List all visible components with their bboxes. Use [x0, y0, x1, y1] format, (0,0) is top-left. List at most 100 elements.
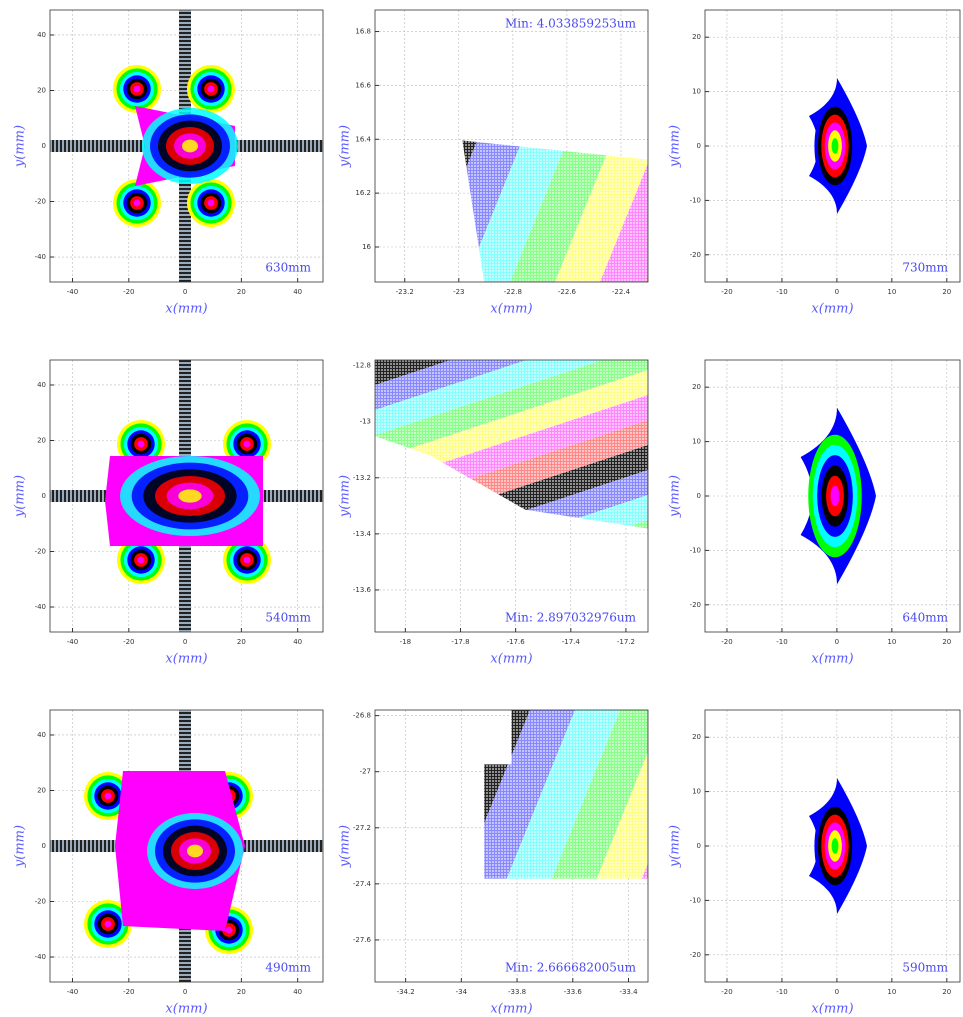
x-tick-label: 0: [835, 638, 839, 646]
panel: -20-1001020-20-1001020x(mm)y(mm)640mm: [668, 360, 961, 667]
y-tick-label: -27.4: [353, 880, 372, 888]
x-axis-label: x(mm): [811, 652, 853, 667]
x-tick-label: -33.6: [564, 988, 583, 996]
contour-ring: [105, 793, 112, 800]
x-tick-label: -33.8: [508, 988, 526, 996]
annotation: 490mm: [265, 961, 311, 975]
x-axis-label: x(mm): [811, 1002, 853, 1017]
y-tick-label: 0: [42, 492, 46, 500]
x-tick-label: -20: [123, 288, 134, 296]
x-tick-label: 20: [942, 638, 951, 646]
y-tick-label: 40: [37, 31, 46, 39]
x-tick-label: 40: [293, 288, 302, 296]
y-tick-label: -20: [690, 951, 701, 959]
y-tick-label: -27.6: [353, 936, 372, 944]
x-axis-label: x(mm): [165, 652, 207, 667]
x-axis-label: x(mm): [165, 1002, 207, 1017]
y-axis-label: y(mm): [13, 475, 28, 518]
x-tick-label: -20: [721, 988, 732, 996]
y-tick-label: 20: [692, 383, 701, 391]
x-tick-label: 10: [887, 638, 896, 646]
y-tick-label: -27.2: [353, 824, 371, 832]
y-axis-label: y(mm): [668, 475, 683, 518]
annotation: 640mm: [902, 611, 948, 625]
y-axis-label: y(mm): [668, 825, 683, 868]
y-tick-label: -20: [690, 601, 701, 609]
y-tick-label: -20: [35, 198, 46, 206]
x-tick-label: 20: [942, 988, 951, 996]
y-axis-label: y(mm): [338, 825, 353, 868]
annotation: 730mm: [902, 261, 948, 275]
y-tick-label: 10: [692, 788, 701, 796]
x-axis-label: x(mm): [490, 302, 532, 317]
y-tick-label: -12.8: [353, 362, 371, 370]
y-tick-label: -13: [360, 418, 371, 426]
annotation: 540mm: [265, 611, 311, 625]
annotation: Min: 2.897032976um: [505, 611, 637, 625]
x-tick-label: -23: [453, 288, 464, 296]
x-tick-label: -34: [456, 988, 468, 996]
y-tick-label: 0: [42, 142, 46, 150]
annotation: Min: 4.033859253um: [505, 17, 637, 31]
y-tick-label: -40: [35, 253, 46, 261]
y-tick-label: -13.2: [353, 474, 371, 482]
x-tick-label: 20: [237, 988, 246, 996]
y-tick-label: 20: [692, 733, 701, 741]
x-tick-label: -20: [721, 288, 732, 296]
y-tick-label: 0: [697, 492, 701, 500]
y-tick-label: 0: [697, 142, 701, 150]
y-tick-label: 16.4: [355, 135, 371, 143]
x-tick-label: 20: [237, 288, 246, 296]
x-axis-label: x(mm): [811, 302, 853, 317]
x-tick-label: -40: [67, 638, 78, 646]
contour-band: [832, 838, 839, 854]
contour-ring: [138, 441, 145, 448]
x-tick-label: -22.8: [504, 288, 522, 296]
figure: -40 -20 0 20 40 -40 -20 0 20 40 x(mm) y(mm) 630mm -23…: [0, 0, 963, 1017]
y-tick-label: -40: [35, 603, 46, 611]
annotation: 590mm: [902, 961, 948, 975]
x-axis-label: x(mm): [165, 302, 207, 317]
x-tick-label: 40: [293, 988, 302, 996]
y-tick-label: -40: [35, 953, 46, 961]
contour-ring: [208, 200, 215, 207]
contour-ring: [134, 86, 141, 93]
y-tick-label: 16: [362, 243, 371, 251]
annotation: 630mm: [265, 261, 311, 275]
y-tick-label: 0: [697, 842, 701, 850]
y-tick-label: 16.8: [355, 28, 371, 36]
x-tick-label: -22.4: [612, 288, 631, 296]
contour-band: [832, 138, 839, 154]
y-tick-label: -10: [690, 196, 701, 204]
y-axis-label: y(mm): [668, 125, 683, 168]
y-tick-label: 20: [692, 33, 701, 41]
x-tick-label: 10: [887, 288, 896, 296]
x-tick-label: 20: [942, 288, 951, 296]
contour-ring: [244, 557, 251, 564]
x-tick-label: -17.6: [507, 638, 526, 646]
y-tick-label: 20: [37, 786, 46, 794]
x-tick-label: 0: [183, 288, 187, 296]
y-tick-label: 40: [37, 731, 46, 739]
panel: -20-1001020-20-1001020x(mm)y(mm)730mm: [668, 10, 961, 317]
y-tick-label: 10: [692, 438, 701, 446]
x-tick-label: -22.6: [558, 288, 577, 296]
x-tick-label: -20: [123, 638, 134, 646]
x-tick-label: -40: [67, 988, 78, 996]
x-tick-label: 20: [237, 638, 246, 646]
x-tick-label: 0: [183, 638, 187, 646]
y-tick-label: -26.8: [353, 712, 371, 720]
y-tick-label: -13.6: [353, 586, 372, 594]
x-tick-label: 40: [293, 638, 302, 646]
y-tick-label: -10: [690, 896, 701, 904]
x-tick-label: -34.2: [397, 988, 415, 996]
y-tick-label: 16.2: [355, 189, 371, 197]
y-tick-label: -20: [35, 548, 46, 556]
y-tick-label: -20: [690, 251, 701, 259]
x-axis-label: x(mm): [490, 652, 532, 667]
x-tick-label: -17.8: [451, 638, 469, 646]
contour-ring: [226, 927, 233, 934]
